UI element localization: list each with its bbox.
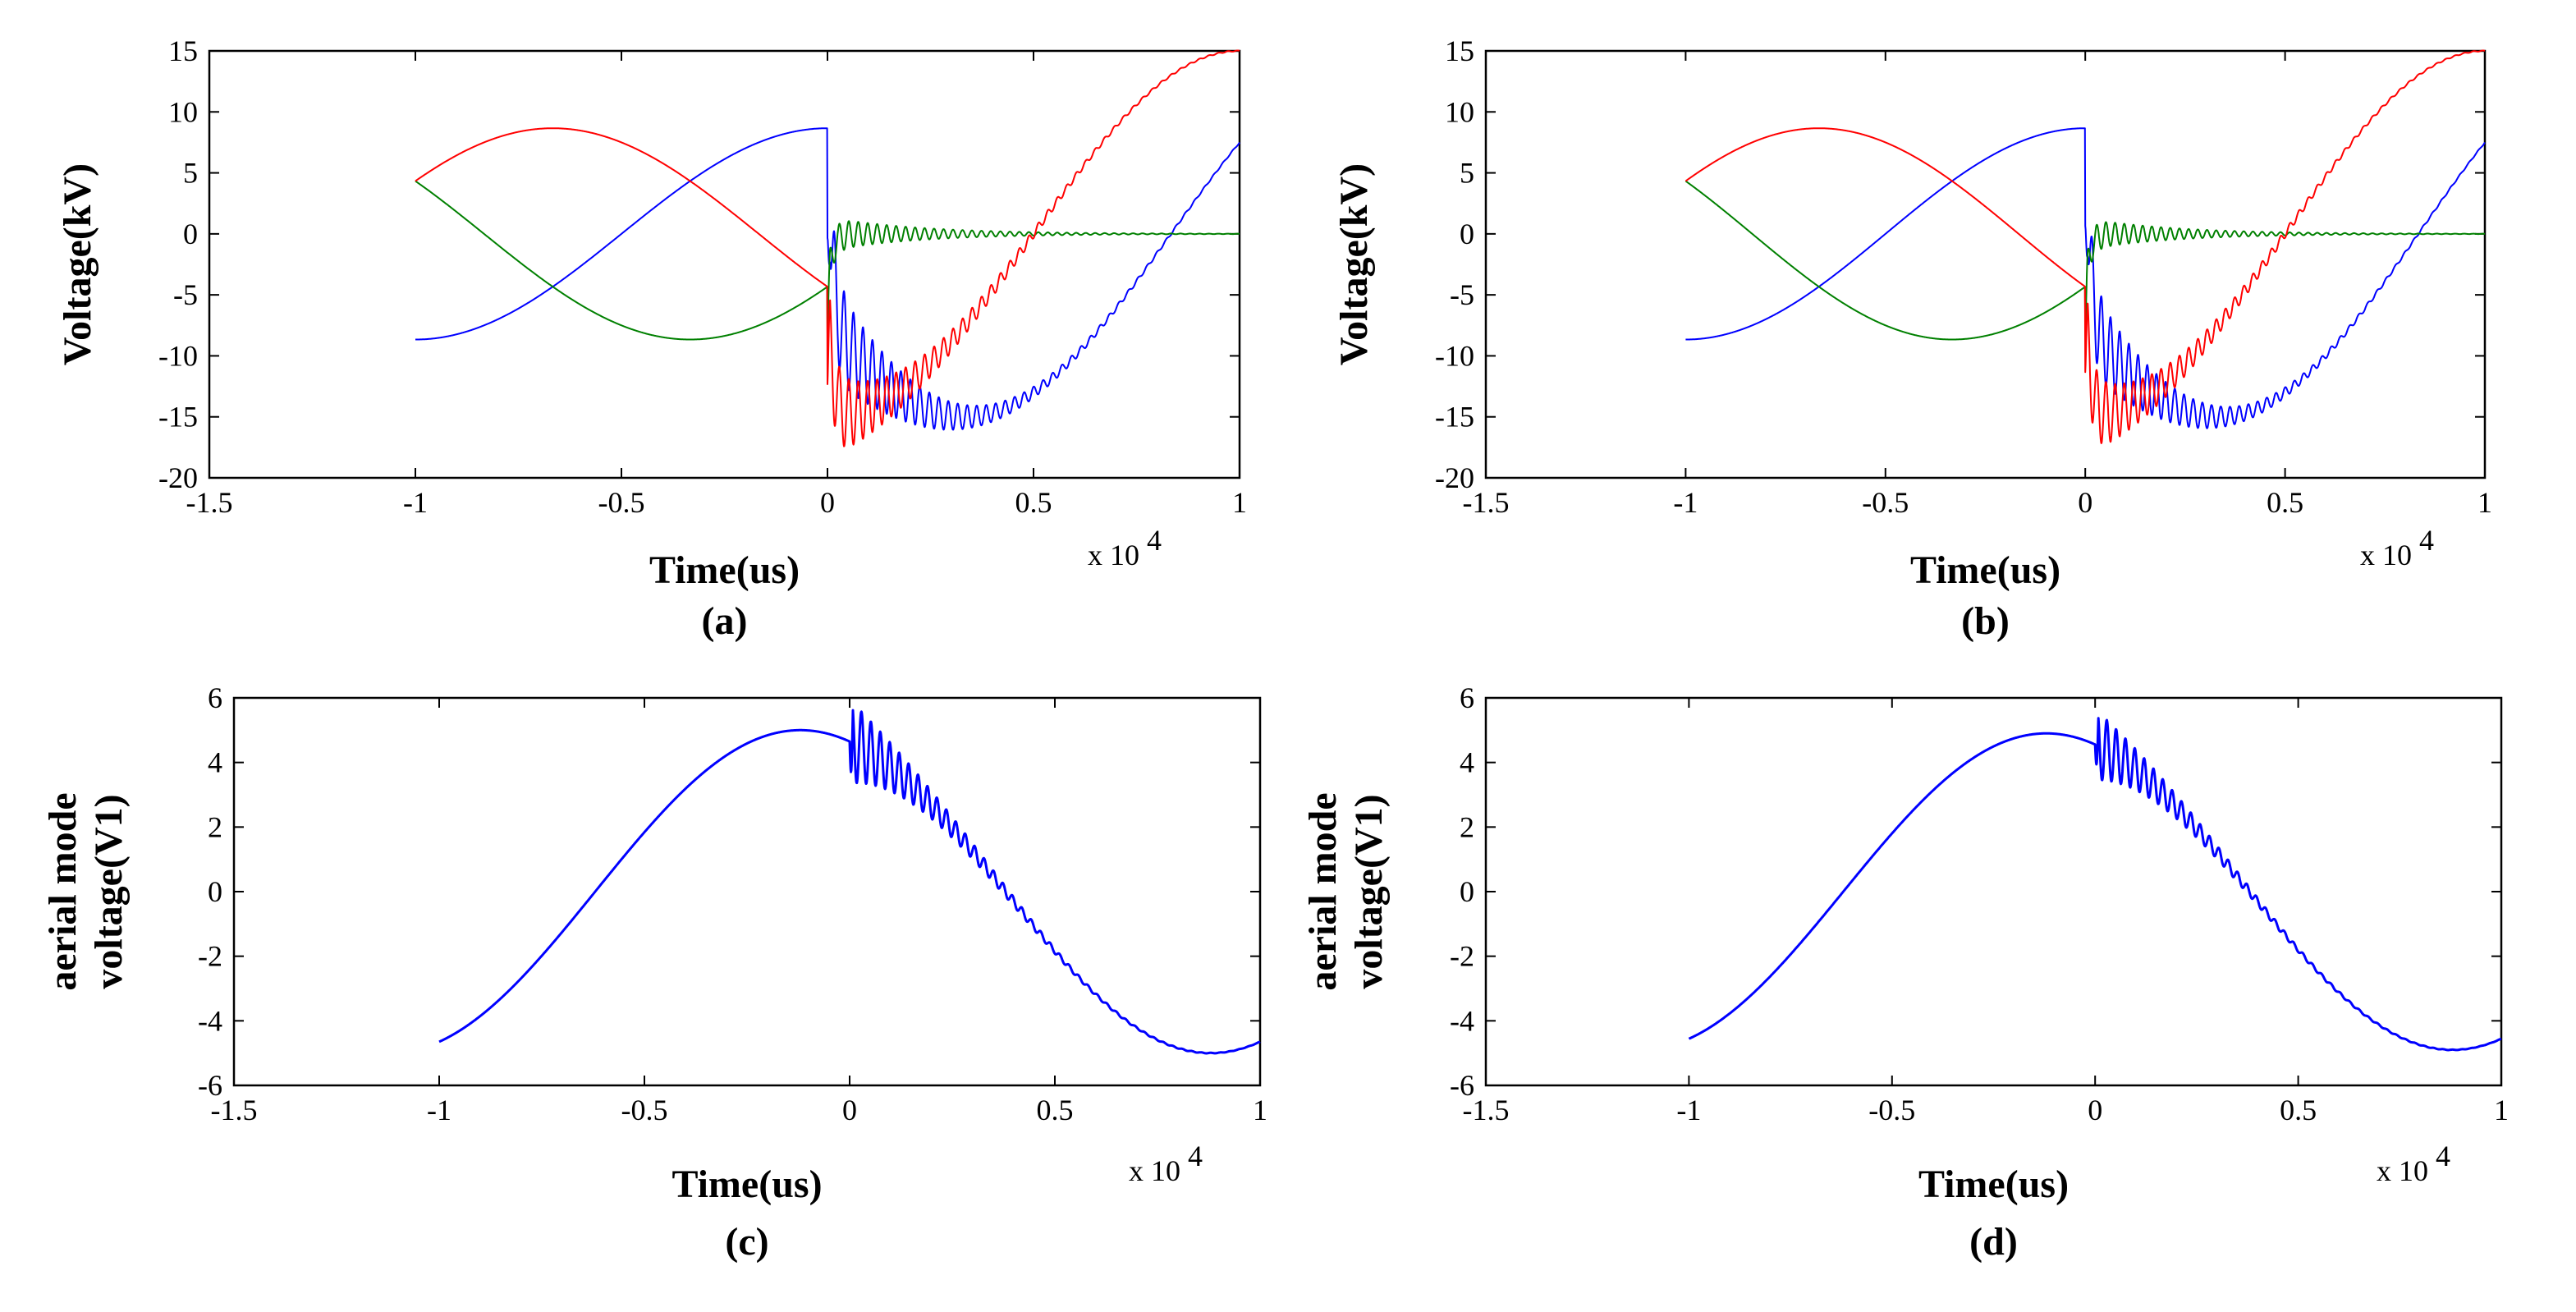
x-tick-label: -0.5	[1868, 1094, 1915, 1126]
x-tick-label: -1	[1673, 486, 1698, 519]
panel-caption: (b)	[1961, 599, 2010, 643]
y-tick-label: 4	[1460, 746, 1474, 779]
x-multiplier: x 10 4	[1088, 524, 1162, 571]
y-tick-label: -2	[1450, 940, 1474, 973]
y-axis-label: voltage(V1)	[87, 794, 131, 989]
y-tick-label: 6	[1460, 681, 1474, 714]
series-line-v1	[438, 709, 1262, 1055]
y-tick-label: 0	[1460, 875, 1474, 908]
y-tick-label: -4	[1450, 1004, 1474, 1037]
panel-caption: (c)	[725, 1220, 768, 1264]
plot-frame	[208, 49, 1241, 479]
x-tick-label: 0	[820, 486, 835, 519]
x-tick-label: 1	[1253, 1094, 1267, 1126]
y-axis-label: Voltage(kV)	[1332, 163, 1376, 365]
y-tick-label: -10	[1435, 339, 1474, 372]
y-tick-label: 0	[1460, 218, 1474, 250]
x-axis-label: Time(us)	[1918, 1163, 2069, 1206]
panel-a: -20 -15 -10 -5 0 5 10 15 -1.5 -1 -0.5 0 0.5 1 x 10 4 Ti…	[56, 34, 1247, 643]
x-tick-label: -1.5	[1463, 486, 1510, 519]
panel-d: -6 -4 -2 0 2 4 6 -1.5 -1 -0.5 0 0.5 1 x 10 4 Time(us) (…	[1301, 681, 2509, 1264]
x-multiplier: x 10 4	[1129, 1140, 1203, 1187]
series-line-phase-c	[415, 49, 1240, 447]
y-tick-label: 15	[1445, 34, 1474, 67]
y-axis-label: aerial mode	[1301, 792, 1345, 990]
series-line-v1	[1688, 717, 2503, 1052]
x-tick-label: -1	[403, 486, 428, 519]
x-tick-label: 0.5	[1037, 1094, 1074, 1126]
y-tick-label: 5	[1460, 157, 1474, 190]
plot-frame	[1484, 49, 2487, 479]
y-axis-label: Voltage(kV)	[56, 163, 99, 365]
series-line-phase-c	[1684, 49, 2486, 444]
x-tick-label: 1	[1232, 486, 1247, 519]
y-tick-label: -5	[173, 278, 198, 311]
y-tick-label: 2	[1460, 810, 1474, 843]
x-tick-label: 0	[2078, 486, 2092, 519]
plot-frame	[1484, 696, 2503, 1087]
x-multiplier: x 10 4	[2360, 524, 2434, 571]
x-axis-label: Time(us)	[1910, 548, 2060, 592]
x-tick-label: -1	[427, 1094, 451, 1126]
x-tick-label: -0.5	[1862, 486, 1909, 519]
x-tick-label: 1	[2494, 1094, 2509, 1126]
y-tick-label: 10	[168, 95, 198, 128]
panel-b: -20 -15 -10 -5 0 5 10 15 -1.5 -1 -0.5 0 0.5 1 x 10 4 Ti…	[1332, 34, 2492, 643]
x-tick-label: -1.5	[186, 486, 233, 519]
panel-c: -6 -4 -2 0 2 4 6 -1.5 -1 -0.5 0 0.5 1 x 10 4 Time(us) (…	[41, 681, 1267, 1264]
y-tick-label: -15	[1435, 401, 1474, 434]
y-tick-label: -20	[1435, 461, 1474, 494]
x-tick-label: 0	[842, 1094, 857, 1126]
y-tick-label: -2	[198, 940, 222, 973]
y-tick-label: -10	[158, 339, 198, 372]
series-line-phase-a	[1684, 127, 2486, 429]
x-multiplier: x 10 4	[2377, 1140, 2450, 1187]
y-tick-label: -4	[198, 1004, 222, 1037]
x-tick-label: 0.5	[2280, 1094, 2317, 1126]
y-tick-label: 0	[208, 875, 222, 908]
y-tick-label: 15	[168, 34, 198, 67]
y-tick-label: -15	[158, 401, 198, 434]
x-tick-label: -1.5	[1463, 1094, 1510, 1126]
x-tick-label: -0.5	[621, 1094, 668, 1126]
x-axis-label: Time(us)	[672, 1163, 822, 1206]
y-axis-label: aerial mode	[41, 792, 85, 990]
x-tick-label: 0.5	[2267, 486, 2303, 519]
x-axis-label: Time(us)	[649, 548, 800, 592]
panel-caption: (a)	[702, 599, 748, 643]
y-tick-label: -6	[198, 1069, 222, 1102]
y-tick-label: -6	[1450, 1069, 1474, 1102]
x-tick-label: 1	[2477, 486, 2492, 519]
x-tick-label: 0	[2088, 1094, 2102, 1126]
panel-caption: (d)	[1969, 1220, 2018, 1264]
x-tick-label: 0.5	[1015, 486, 1052, 519]
plot-frame	[232, 696, 1262, 1087]
y-tick-label: 6	[208, 681, 222, 714]
y-tick-label: 5	[183, 157, 198, 190]
y-tick-label: -20	[158, 461, 198, 494]
y-axis-label: voltage(V1)	[1347, 794, 1391, 989]
x-tick-label: -1	[1676, 1094, 1701, 1126]
y-tick-label: 2	[208, 810, 222, 843]
x-tick-label: -0.5	[598, 486, 645, 519]
y-tick-label: -5	[1450, 278, 1474, 311]
x-tick-label: -1.5	[211, 1094, 258, 1126]
y-tick-label: 10	[1445, 95, 1474, 128]
y-tick-label: 4	[208, 746, 222, 779]
y-tick-label: 0	[183, 218, 198, 250]
